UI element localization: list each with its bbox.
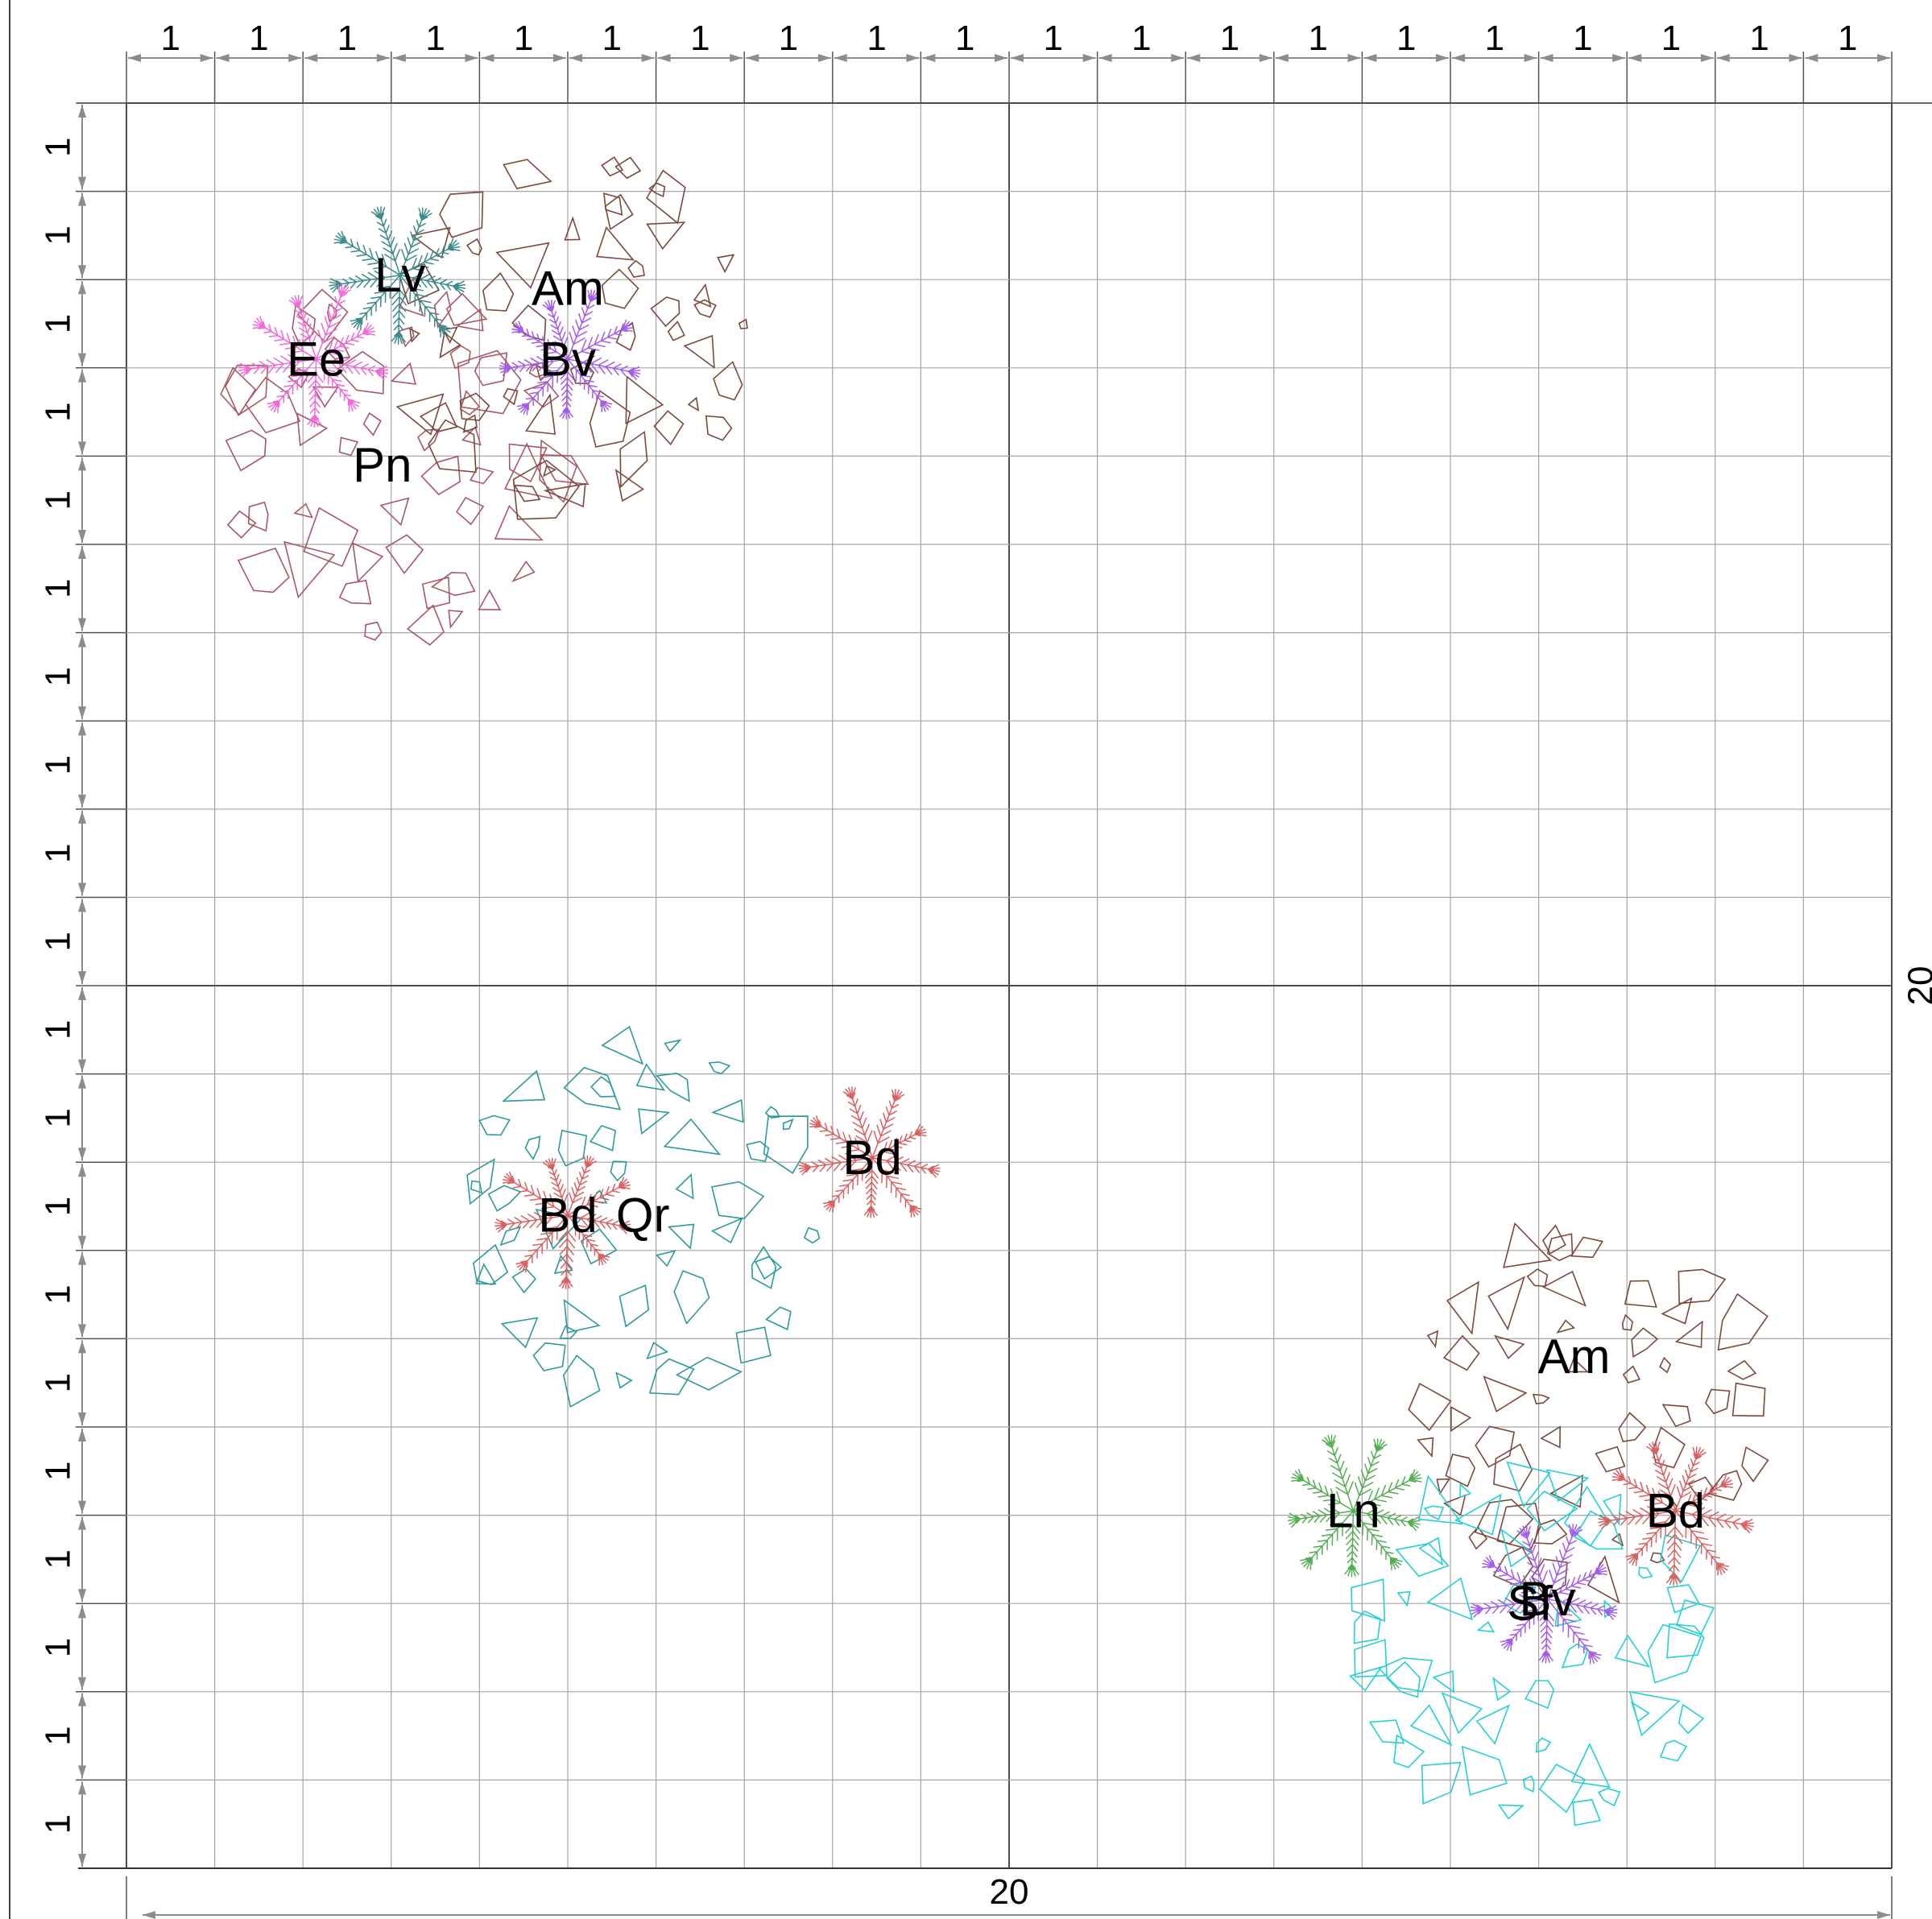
left-dimension-label: 1 bbox=[39, 579, 78, 598]
left-dimension-label: 1 bbox=[39, 1726, 78, 1745]
top-dimension-label: 1 bbox=[514, 19, 533, 58]
shrub-symbol-bv-2 bbox=[1470, 1524, 1618, 1665]
left-dimension-label: 1 bbox=[39, 225, 78, 245]
shrub-symbol-bd-2 bbox=[798, 1086, 941, 1218]
left-dimension-label: 1 bbox=[39, 402, 78, 421]
tree-symbol-am-2 bbox=[1408, 1222, 1769, 1604]
left-dimension-label: 1 bbox=[39, 1020, 78, 1040]
top-dimension-label: 1 bbox=[1838, 19, 1857, 58]
shrub-symbol-ee-1 bbox=[238, 283, 389, 428]
tree-symbol-am-1 bbox=[395, 156, 748, 520]
left-dimension-label: 1 bbox=[39, 1373, 78, 1392]
plant-labels: Pn Am Lv Ee Bv Qr Bd Bd Am Sf Ln Bd Bv bbox=[287, 248, 1705, 1630]
plant-label-qr-1: Qr bbox=[616, 1188, 670, 1242]
bottom-total-dimension-label: 20 bbox=[990, 1872, 1029, 1912]
top-dimension-label: 1 bbox=[1661, 19, 1681, 58]
left-dimension-label: 1 bbox=[39, 138, 78, 157]
plant-label-pn-1: Pn bbox=[353, 438, 412, 492]
top-dimension-label: 1 bbox=[1573, 19, 1592, 58]
left-dimension-label: 1 bbox=[39, 1814, 78, 1834]
top-dimension-label: 1 bbox=[690, 19, 710, 58]
left-dimension-label: 1 bbox=[39, 667, 78, 686]
top-dimension-label: 1 bbox=[867, 19, 886, 58]
left-dimension-label: 1 bbox=[39, 1462, 78, 1481]
plant-label-bv-2: Bv bbox=[1520, 1572, 1576, 1626]
shrub-symbol-bv-1 bbox=[499, 289, 641, 420]
top-dimension-label: 1 bbox=[1220, 19, 1239, 58]
plant-label-bv-1: Bv bbox=[540, 332, 596, 386]
left-dimension-label: 1 bbox=[39, 1197, 78, 1216]
top-dimension-label: 1 bbox=[1044, 19, 1063, 58]
shrub-symbol-lv-1 bbox=[329, 206, 466, 345]
plant-label-ln-1: Ln bbox=[1326, 1484, 1380, 1538]
left-dimension-label: 1 bbox=[39, 1549, 78, 1569]
plant-label-sf-1: Sf bbox=[1507, 1577, 1553, 1631]
top-dimension-label: 1 bbox=[779, 19, 798, 58]
plants bbox=[220, 156, 1769, 1826]
top-dimension-label: 1 bbox=[1396, 19, 1416, 58]
left-dimension-label: 1 bbox=[39, 755, 78, 775]
plant-label-am-1: Am bbox=[532, 262, 604, 316]
top-dimension-label: 1 bbox=[249, 19, 268, 58]
left-dimension-label: 1 bbox=[39, 932, 78, 951]
left-dimension-label: 1 bbox=[39, 1108, 78, 1127]
tree-symbol-sf-1 bbox=[1349, 1461, 1715, 1826]
plant-label-lv-1: Lv bbox=[374, 248, 425, 302]
plant-label-am-2: Am bbox=[1537, 1330, 1610, 1383]
left-dimension-label: 1 bbox=[39, 490, 78, 510]
top-dimension-label: 1 bbox=[425, 19, 445, 58]
plant-label-bd-2: Bd bbox=[842, 1131, 901, 1185]
top-dimension-label: 1 bbox=[161, 19, 180, 58]
top-dimension-label: 1 bbox=[955, 19, 974, 58]
top-dimension-label: 1 bbox=[1485, 19, 1504, 58]
plant-label-bd-1: Bd bbox=[538, 1188, 597, 1242]
shrub-symbol-bd-1 bbox=[494, 1155, 631, 1290]
top-dimension-label: 1 bbox=[337, 19, 357, 58]
top-dimension-label: 1 bbox=[1749, 19, 1769, 58]
top-dimension-label: 1 bbox=[1308, 19, 1327, 58]
shrub-symbol-bd-3 bbox=[1598, 1441, 1754, 1586]
shrub-symbol-ln-1 bbox=[1287, 1434, 1422, 1578]
left-dimension-label: 1 bbox=[39, 843, 78, 862]
top-dimension-label: 1 bbox=[1131, 19, 1151, 58]
plant-label-ee-1: Ee bbox=[287, 332, 345, 386]
left-dimension-label: 1 bbox=[39, 1284, 78, 1304]
right-total-dimension-label: 20 bbox=[1901, 966, 1932, 1006]
left-dimension-label: 1 bbox=[39, 1638, 78, 1657]
dimension-lines: 1 1 1 1 1 1 1 1 1 1 1 1 1 1 1 1 1 1 1 1 1 1 1 1 1 1 1 1 1 1 1 1 1 1 1 1 1 1 1 1… bbox=[39, 19, 1932, 1919]
plant-label-bd-3: Bd bbox=[1646, 1484, 1705, 1538]
left-dimension-label: 1 bbox=[39, 314, 78, 333]
top-dimension-label: 1 bbox=[602, 19, 622, 58]
